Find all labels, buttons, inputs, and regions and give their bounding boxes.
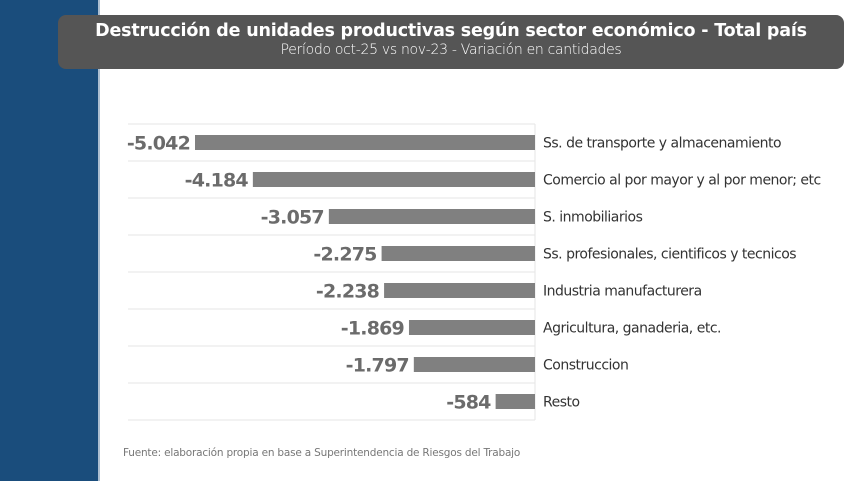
category-label: Industria manufacturera (543, 284, 702, 300)
category-label: Resto (543, 395, 580, 411)
category-label: Comercio al por mayor y al por menor; et… (543, 173, 821, 189)
sidebar-panel (0, 0, 98, 481)
value-label: -3.057 (261, 207, 324, 229)
category-label: Ss. profesionales, cientificos y tecnico… (543, 247, 796, 263)
source-note: Fuente: elaboración propia en base a Sup… (123, 447, 521, 459)
bar (384, 283, 535, 298)
category-label: S. inmobiliarios (543, 210, 643, 226)
bar (408, 320, 535, 335)
category-label: Ss. de transporte y almacenamiento (543, 136, 781, 152)
chart-subtitle: Período oct-25 vs nov-23 - Variación en … (280, 42, 622, 58)
bar (195, 135, 535, 150)
category-label: Construccion (543, 358, 628, 374)
value-label: -2.275 (313, 244, 376, 266)
bar (252, 172, 536, 187)
chart-title: Destrucción de unidades productivas segú… (95, 21, 807, 41)
value-label: -2.238 (316, 281, 380, 303)
bar (413, 357, 535, 372)
bar (328, 209, 535, 224)
value-label: -5.042 (127, 133, 190, 155)
sidebar-divider (98, 0, 100, 481)
value-label: -4.184 (185, 170, 249, 192)
category-label: Agricultura, ganaderia, etc. (543, 321, 721, 337)
value-label: -1.797 (346, 355, 409, 377)
value-label: -584 (446, 392, 491, 414)
bar (495, 394, 535, 409)
title-banner: Destrucción de unidades productivas segú… (58, 15, 844, 69)
bar (381, 246, 535, 261)
value-label: -1.869 (341, 318, 404, 340)
